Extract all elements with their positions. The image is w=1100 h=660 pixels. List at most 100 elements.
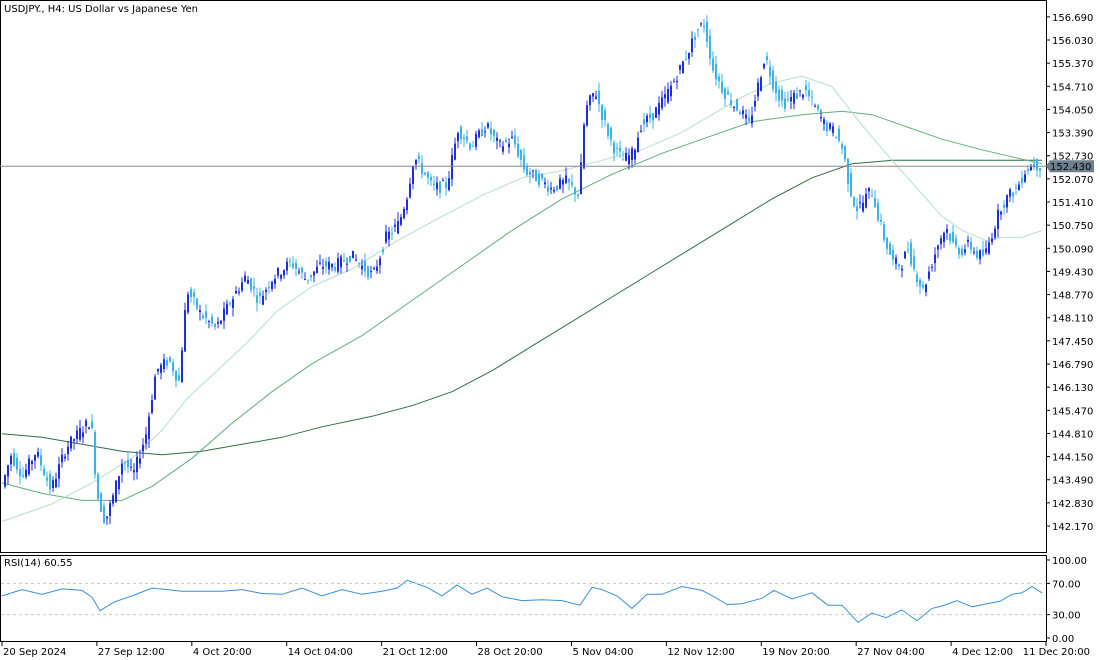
- candle: [580, 153, 582, 195]
- candle: [577, 192, 579, 199]
- price-tick-label: 152.070: [1052, 175, 1093, 186]
- candle: [910, 238, 912, 268]
- time-axis[interactable]: 20 Sep 2024 27 Sep 12:00 4 Oct 20:00 14 Oct…: [1, 642, 1090, 658]
- candle: [697, 29, 699, 38]
- price-tick-label: 145.470: [1052, 406, 1093, 417]
- candle: [595, 90, 597, 100]
- candle: [445, 176, 447, 196]
- candle: [733, 105, 735, 112]
- candle: [1030, 163, 1032, 171]
- candle: [850, 168, 852, 198]
- candle: [274, 274, 276, 289]
- candle: [109, 500, 111, 525]
- candle: [376, 259, 378, 274]
- candle: [319, 254, 321, 266]
- candle: [133, 463, 135, 481]
- time-tick-label: 12 Nov 12:00: [667, 647, 734, 658]
- candle: [7, 464, 9, 485]
- rsi-frame: [0, 555, 1047, 642]
- candle: [1006, 194, 1008, 213]
- time-tick-label: 11 Dec 20:00: [1023, 647, 1090, 658]
- candle: [475, 130, 477, 151]
- candle: [847, 158, 849, 192]
- candle: [298, 267, 300, 275]
- candle: [820, 109, 822, 122]
- candle: [931, 263, 933, 272]
- candle: [202, 312, 204, 320]
- candle: [676, 75, 678, 90]
- candle: [586, 100, 588, 128]
- price-tick-label: 146.790: [1052, 360, 1093, 371]
- candle: [715, 55, 717, 86]
- time-tick-label: 4 Oct 20:00: [193, 647, 252, 658]
- moving-averages: [1, 75, 1043, 522]
- candle: [562, 177, 564, 194]
- candle: [682, 60, 684, 74]
- candle: [547, 179, 549, 196]
- candle: [226, 299, 228, 315]
- candle: [433, 176, 435, 192]
- candle: [685, 50, 687, 61]
- price-tick-label: 156.690: [1052, 13, 1093, 24]
- candle: [1015, 183, 1017, 195]
- candle: [166, 357, 168, 370]
- candle: [25, 463, 27, 480]
- candle: [727, 86, 729, 96]
- candle: [151, 394, 153, 415]
- price-tick-label: 144.150: [1052, 453, 1093, 464]
- candle: [712, 51, 714, 73]
- candle: [913, 248, 915, 272]
- candle: [1003, 200, 1005, 215]
- price-tick-label: 147.450: [1052, 337, 1093, 348]
- candle: [172, 358, 174, 377]
- candle: [223, 301, 225, 329]
- candle: [634, 148, 636, 164]
- price-tick-label: 144.810: [1052, 429, 1093, 440]
- price-tick-label: 148.110: [1052, 314, 1093, 325]
- candle: [451, 148, 453, 187]
- candle: [199, 304, 201, 321]
- candle: [616, 142, 618, 157]
- candle: [289, 257, 291, 268]
- candle: [565, 167, 567, 184]
- candle: [1012, 191, 1014, 203]
- candle: [529, 168, 531, 184]
- time-tick-label: 28 Oct 20:00: [478, 647, 543, 658]
- candle: [262, 290, 264, 306]
- chart-title: USDJPY., H4: US Dollar vs Japanese Yen: [4, 4, 198, 15]
- candle: [178, 367, 180, 382]
- candle: [418, 152, 420, 164]
- price-tick-label: 154.710: [1052, 82, 1093, 93]
- candle: [907, 241, 909, 254]
- candle: [736, 98, 738, 112]
- candle: [310, 274, 312, 282]
- candle: [364, 253, 366, 278]
- price-tick-label: 142.830: [1052, 499, 1093, 510]
- candle: [946, 224, 948, 240]
- candle: [244, 271, 246, 283]
- candle: [238, 287, 240, 296]
- candle: [49, 470, 51, 494]
- candle: [805, 80, 807, 97]
- price-axis[interactable]: 156.690 156.030 155.370 154.710 154.050 153.3…: [1046, 13, 1093, 533]
- candle: [670, 80, 672, 102]
- candle: [808, 81, 810, 101]
- price-tick-label: 148.770: [1052, 291, 1093, 302]
- candle: [13, 448, 15, 468]
- candle: [880, 213, 882, 226]
- candle: [322, 258, 324, 275]
- candle: [130, 458, 132, 472]
- svg-text:152.430: 152.430: [1050, 162, 1091, 173]
- time-tick-label: 4 Dec 12:00: [952, 647, 1013, 658]
- candle: [457, 131, 459, 149]
- candle: [967, 235, 969, 248]
- candle: [247, 275, 249, 284]
- candle: [775, 76, 777, 102]
- candle: [127, 451, 129, 474]
- candle: [964, 244, 966, 256]
- candle: [637, 131, 639, 153]
- candle: [67, 440, 69, 461]
- candle: [919, 277, 921, 295]
- price-tick-label: 150.090: [1052, 244, 1093, 255]
